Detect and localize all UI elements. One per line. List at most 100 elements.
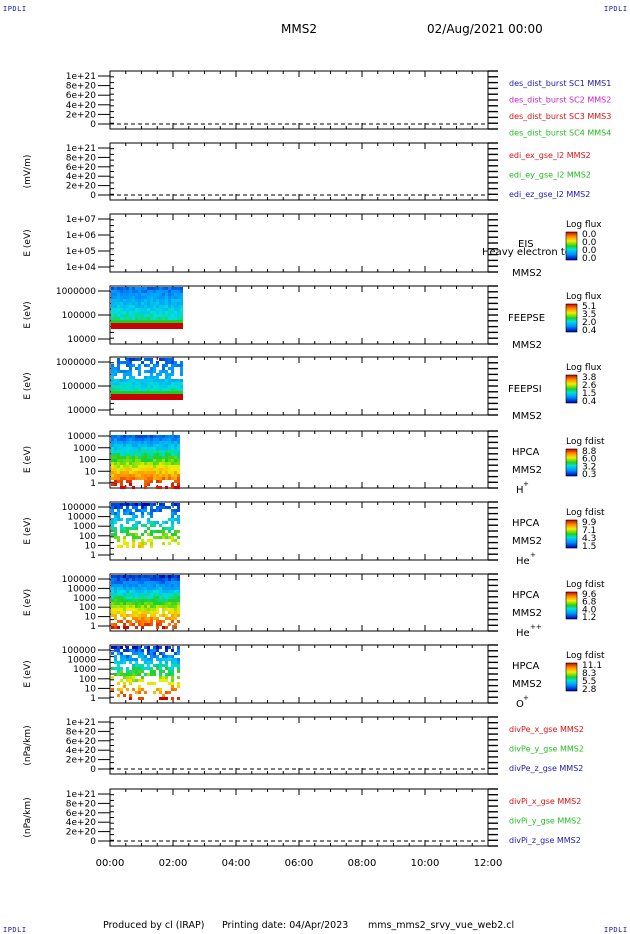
- spectrogram-cell: [168, 590, 171, 593]
- spectrogram-cell: [165, 397, 168, 400]
- spectrogram-cell: [180, 364, 183, 367]
- spectrogram-cell: [129, 605, 132, 608]
- spectrogram-cell: [129, 465, 132, 468]
- spectrogram-cell: [135, 447, 138, 450]
- y-tick-label: 1e+21: [66, 72, 96, 82]
- spectrogram-cell: [159, 435, 162, 438]
- spectrogram-cell: [129, 314, 132, 317]
- spectrogram-cell: [150, 358, 153, 361]
- spectrogram-cell: [120, 506, 123, 509]
- spectrogram-cell: [162, 290, 165, 293]
- spectrogram-cell: [147, 664, 150, 667]
- colorbar-tick-label: 0.3: [582, 470, 596, 480]
- spectrogram-cell: [147, 477, 150, 480]
- y-tick-label: 1000000: [56, 358, 96, 368]
- spectrogram-cell: [144, 465, 147, 468]
- spectrogram-cell: [141, 435, 144, 438]
- spectrogram-cell: [165, 468, 168, 471]
- spectrogram-cell: [177, 605, 180, 608]
- x-tick-label: 06:00: [285, 858, 314, 869]
- spectrogram-cell: [117, 314, 120, 317]
- spectrogram-cell: [159, 658, 162, 661]
- spectrogram-cell: [138, 623, 141, 626]
- spectrogram-cell: [144, 691, 147, 694]
- spectrogram-cell: [144, 394, 147, 397]
- spectrogram-cell: [150, 670, 153, 673]
- spectrogram-cell: [177, 590, 180, 593]
- spectrogram-cell: [141, 293, 144, 296]
- spectrogram-cell: [126, 373, 129, 376]
- spectrogram-cell: [174, 599, 177, 602]
- spectrogram-cell: [177, 471, 180, 474]
- spectrogram-cell: [180, 296, 183, 299]
- spectrogram-cell: [117, 358, 120, 361]
- spectrogram-cell: [144, 447, 147, 450]
- spectrogram-cell: [150, 450, 153, 453]
- spectrogram-cell: [123, 382, 126, 385]
- spectrogram-cell: [153, 581, 156, 584]
- y-tick-label: 1e+04: [66, 263, 97, 273]
- spectrogram-cell: [150, 477, 153, 480]
- spectrogram-cell: [123, 590, 126, 593]
- spectrogram-cell: [159, 661, 162, 664]
- spectrogram-cell: [126, 626, 129, 629]
- spectrogram-cell: [120, 614, 123, 617]
- spectrogram-cell: [171, 682, 174, 685]
- spectrogram-cell: [123, 587, 126, 590]
- y-tick-label: 10000: [67, 432, 96, 442]
- spectrogram-cell: [132, 376, 135, 379]
- spectrogram-cell: [156, 456, 159, 459]
- spectrogram-cell: [114, 323, 117, 326]
- spectrogram-cell: [150, 323, 153, 326]
- spectrogram-cell: [153, 441, 156, 444]
- spectrogram-cell: [141, 450, 144, 453]
- spectrogram-cell: [171, 287, 174, 290]
- spectrogram-cell: [162, 438, 165, 441]
- spectrogram-cell: [144, 578, 147, 581]
- spectrogram-cell: [147, 456, 150, 459]
- spectrogram-cell: [132, 394, 135, 397]
- spectrogram-cell: [150, 367, 153, 370]
- spectrogram-cell: [132, 596, 135, 599]
- spectrogram-cell: [174, 311, 177, 314]
- spectrogram-cell: [168, 311, 171, 314]
- spectrogram-cell: [150, 397, 153, 400]
- spectrogram-cell: [144, 590, 147, 593]
- plot-frame: [109, 788, 489, 847]
- spectrogram-cell: [135, 397, 138, 400]
- spectrogram-cell: [138, 379, 141, 382]
- spectrogram-cell: [117, 477, 120, 480]
- colorbar-tick-label: 1.2: [582, 613, 596, 623]
- spectrogram-cell: [144, 459, 147, 462]
- spectrogram-cell: [144, 474, 147, 477]
- spectrogram-cell: [141, 524, 144, 527]
- spectrogram-cell: [117, 599, 120, 602]
- spectrogram-cell: [150, 673, 153, 676]
- spectrogram-cell: [168, 506, 171, 509]
- spectrogram-cell: [162, 676, 165, 679]
- spectrogram-cell: [138, 509, 141, 512]
- spectrogram-cell: [135, 620, 138, 623]
- spectrogram-cell: [156, 388, 159, 391]
- spectrogram-cell: [135, 670, 138, 673]
- spectrogram-cell: [129, 480, 132, 483]
- spectrogram-cell: [174, 441, 177, 444]
- species-charge: ++: [530, 623, 542, 631]
- spectrogram-cell: [132, 512, 135, 515]
- spectrogram-cell: [165, 370, 168, 373]
- spectrogram-cell: [165, 465, 168, 468]
- spectrogram-cell: [162, 311, 165, 314]
- spectrogram-cell: [156, 364, 159, 367]
- spectrogram-cell: [156, 658, 159, 661]
- spectrogram-cell: [135, 578, 138, 581]
- spectrogram-cell: [153, 326, 156, 329]
- colorbar-tick-label: 9.9: [582, 518, 597, 528]
- y-tick-label: 8e+20: [66, 799, 97, 809]
- spectrogram-cell: [156, 620, 159, 623]
- spectrogram-cell: [135, 444, 138, 447]
- spectrogram-cell: [129, 450, 132, 453]
- spectrogram-cell: [150, 661, 153, 664]
- spectrogram-cell: [150, 608, 153, 611]
- spectrogram-cell: [153, 370, 156, 373]
- spectrogram-cell: [123, 468, 126, 471]
